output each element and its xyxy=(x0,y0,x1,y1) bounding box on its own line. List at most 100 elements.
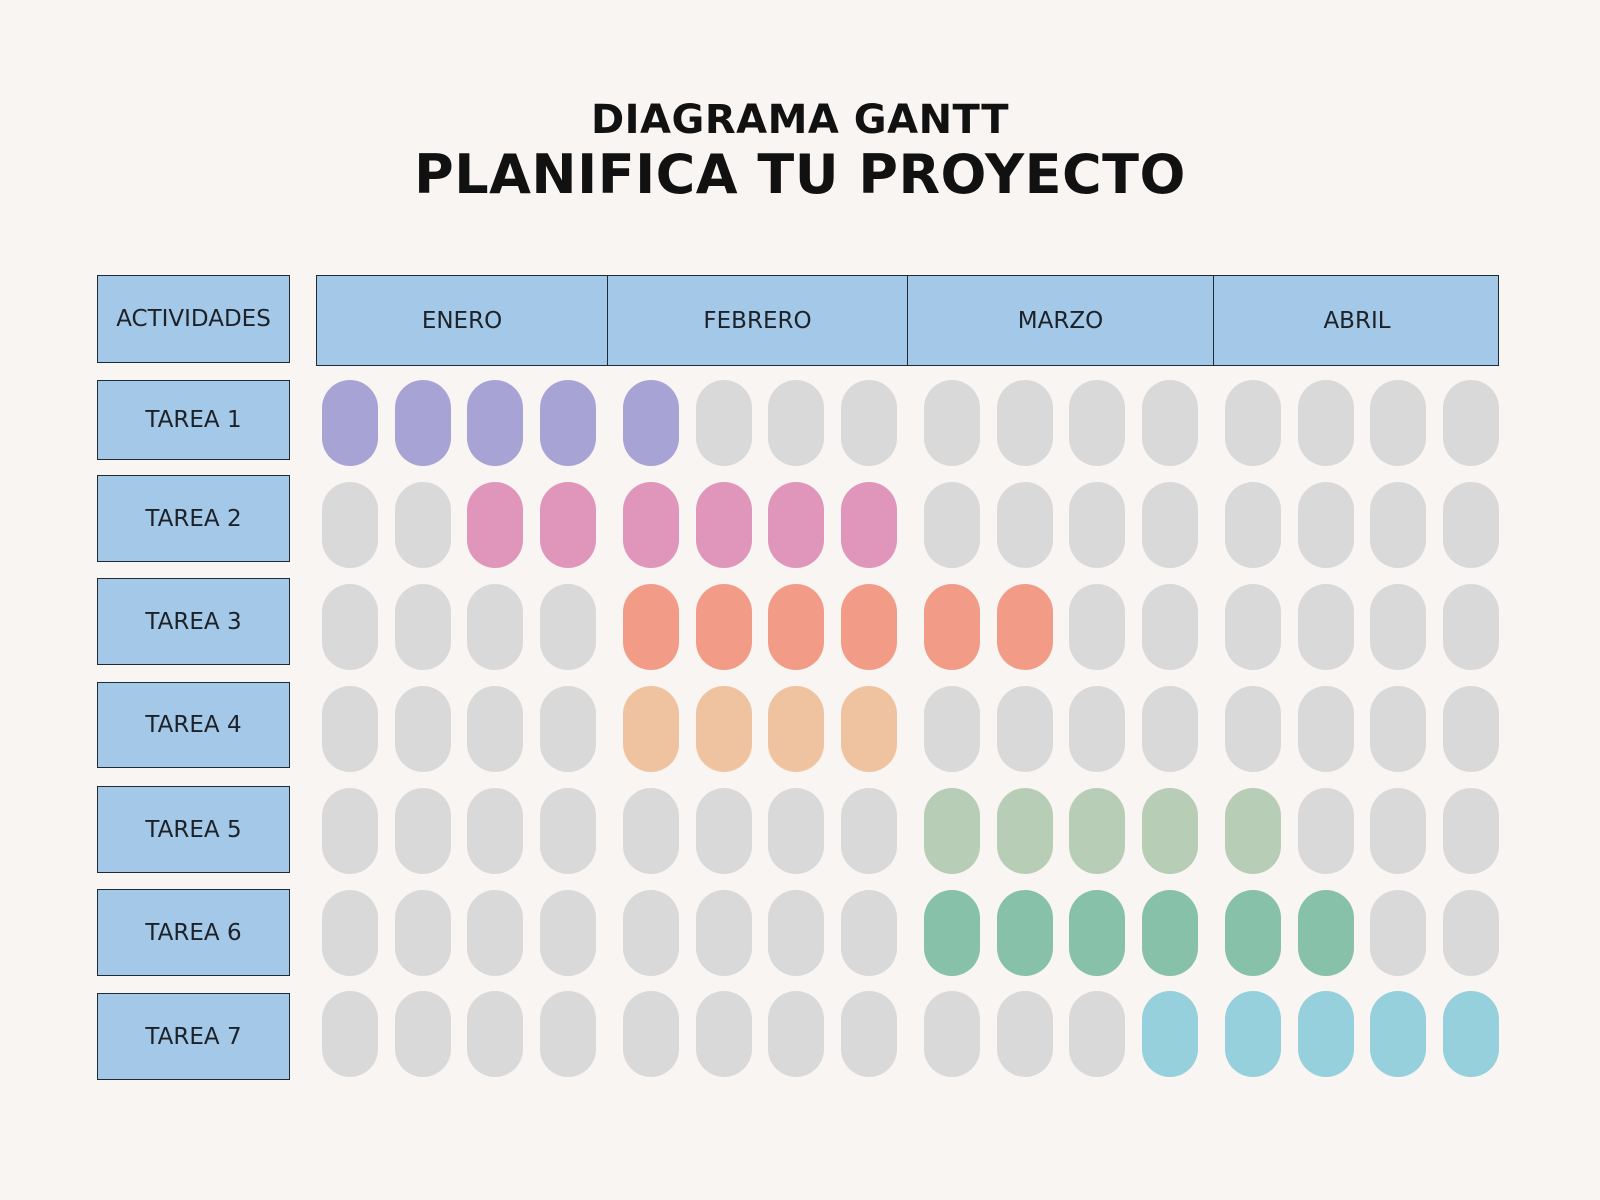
empty-week-slot xyxy=(322,788,378,874)
empty-week-slot xyxy=(540,788,596,874)
empty-week-slot xyxy=(1225,380,1281,466)
empty-week-slot xyxy=(841,890,897,976)
task-bar-segment xyxy=(696,482,752,568)
task-bar-segment xyxy=(1142,890,1198,976)
empty-week-slot xyxy=(696,991,752,1077)
empty-week-slot xyxy=(1443,686,1499,772)
empty-week-slot xyxy=(540,584,596,670)
task-bar-segment xyxy=(696,686,752,772)
empty-week-slot xyxy=(467,890,523,976)
empty-week-slot xyxy=(322,890,378,976)
empty-week-slot xyxy=(1142,380,1198,466)
empty-week-slot xyxy=(924,380,980,466)
empty-week-slot xyxy=(768,890,824,976)
task-bar-segment xyxy=(924,788,980,874)
task-label-3: TAREA 3 xyxy=(97,578,290,665)
empty-week-slot xyxy=(1370,584,1426,670)
task-bar-segment xyxy=(1443,991,1499,1077)
month-label-abril: ABRIL xyxy=(1213,276,1500,365)
empty-week-slot xyxy=(1298,584,1354,670)
empty-week-slot xyxy=(1370,380,1426,466)
empty-week-slot xyxy=(841,788,897,874)
task-bar-segment xyxy=(1225,991,1281,1077)
empty-week-slot xyxy=(1225,482,1281,568)
empty-week-slot xyxy=(322,584,378,670)
task-bar-segment xyxy=(1225,890,1281,976)
month-label-marzo: MARZO xyxy=(907,276,1213,365)
chart-subtitle: DIAGRAMA GANTT xyxy=(590,97,1010,143)
task-bar-segment xyxy=(768,584,824,670)
empty-week-slot xyxy=(322,991,378,1077)
task-bar-segment xyxy=(540,380,596,466)
month-header: ENERO FEBRERO MARZO ABRIL xyxy=(316,275,1499,366)
empty-week-slot xyxy=(924,686,980,772)
task-bar-segment xyxy=(997,584,1053,670)
empty-week-slot xyxy=(841,991,897,1077)
empty-week-slot xyxy=(997,482,1053,568)
task-bar-segment xyxy=(997,890,1053,976)
empty-week-slot xyxy=(1142,686,1198,772)
empty-week-slot xyxy=(1370,890,1426,976)
empty-week-slot xyxy=(623,991,679,1077)
empty-week-slot xyxy=(1069,686,1125,772)
empty-week-slot xyxy=(623,788,679,874)
empty-week-slot xyxy=(768,380,824,466)
empty-week-slot xyxy=(696,890,752,976)
task-bar-segment xyxy=(924,584,980,670)
task-bar-segment xyxy=(696,584,752,670)
empty-week-slot xyxy=(1370,788,1426,874)
task-bar-segment xyxy=(841,482,897,568)
empty-week-slot xyxy=(924,991,980,1077)
empty-week-slot xyxy=(540,686,596,772)
empty-week-slot xyxy=(623,890,679,976)
empty-week-slot xyxy=(322,686,378,772)
empty-week-slot xyxy=(467,686,523,772)
empty-week-slot xyxy=(696,788,752,874)
empty-week-slot xyxy=(997,991,1053,1077)
task-bar-segment xyxy=(540,482,596,568)
empty-week-slot xyxy=(322,482,378,568)
task-bar-segment xyxy=(322,380,378,466)
empty-week-slot xyxy=(1298,788,1354,874)
task-label-4: TAREA 4 xyxy=(97,682,290,768)
empty-week-slot xyxy=(924,482,980,568)
task-bar-segment xyxy=(924,890,980,976)
empty-week-slot xyxy=(395,991,451,1077)
task-bar-segment xyxy=(1298,991,1354,1077)
chart-title: PLANIFICA TU PROYECTO xyxy=(414,143,1186,206)
empty-week-slot xyxy=(1298,380,1354,466)
empty-week-slot xyxy=(1443,380,1499,466)
month-label-febrero: FEBRERO xyxy=(607,276,907,365)
task-bar-segment xyxy=(623,584,679,670)
empty-week-slot xyxy=(1370,482,1426,568)
empty-week-slot xyxy=(768,788,824,874)
empty-week-slot xyxy=(1298,686,1354,772)
task-bar-segment xyxy=(623,380,679,466)
task-bar-segment xyxy=(395,380,451,466)
task-bar-segment xyxy=(841,686,897,772)
empty-week-slot xyxy=(1225,584,1281,670)
task-label-1: TAREA 1 xyxy=(97,380,290,460)
task-bar-segment xyxy=(1225,788,1281,874)
task-bar-segment xyxy=(1069,890,1125,976)
empty-week-slot xyxy=(1298,482,1354,568)
empty-week-slot xyxy=(1225,686,1281,772)
activities-header: ACTIVIDADES xyxy=(97,275,290,363)
empty-week-slot xyxy=(1069,380,1125,466)
empty-week-slot xyxy=(1443,788,1499,874)
task-bar-segment xyxy=(467,482,523,568)
task-label-5: TAREA 5 xyxy=(97,786,290,873)
month-label-enero: ENERO xyxy=(421,307,503,334)
task-label-6: TAREA 6 xyxy=(97,889,290,976)
task-bar-segment xyxy=(768,686,824,772)
empty-week-slot xyxy=(395,788,451,874)
task-bar-segment xyxy=(841,584,897,670)
empty-week-slot xyxy=(395,686,451,772)
empty-week-slot xyxy=(1069,584,1125,670)
empty-week-slot xyxy=(395,890,451,976)
task-label-2: TAREA 2 xyxy=(97,475,290,562)
empty-week-slot xyxy=(1142,482,1198,568)
empty-week-slot xyxy=(540,991,596,1077)
empty-week-slot xyxy=(1370,686,1426,772)
task-bar-segment xyxy=(1298,890,1354,976)
